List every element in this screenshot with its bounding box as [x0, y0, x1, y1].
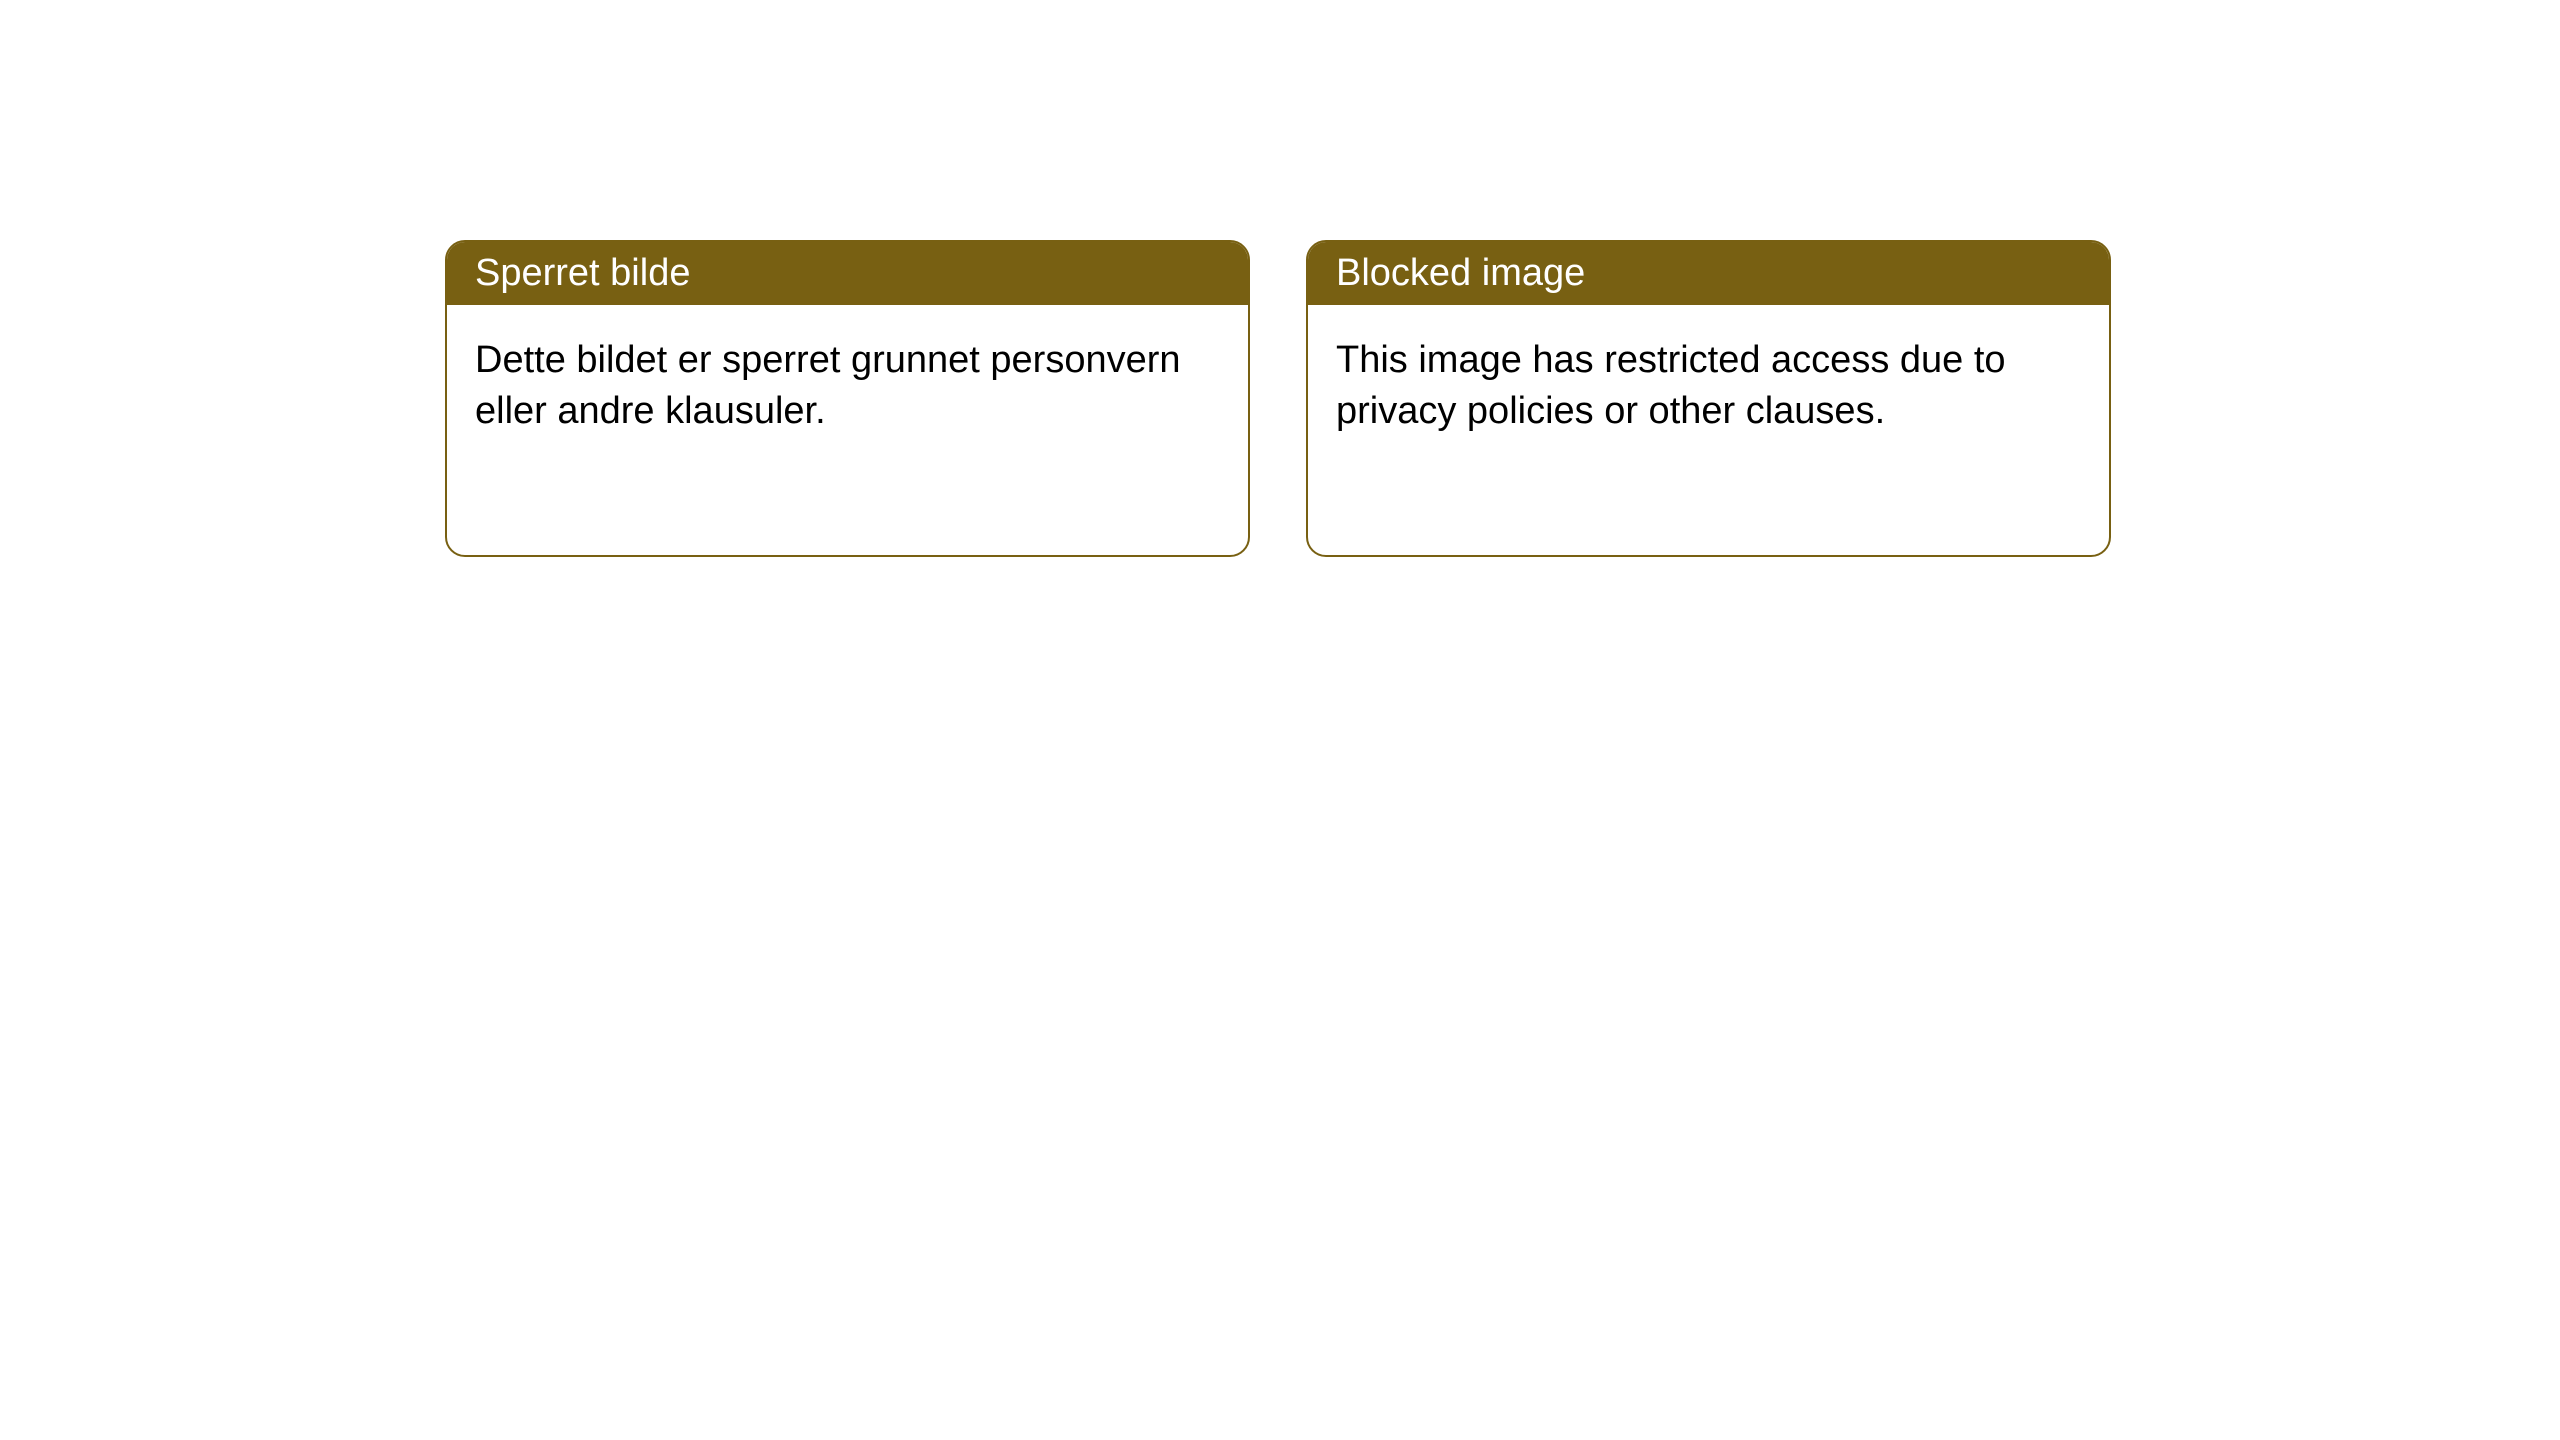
- notice-body-norwegian: Dette bildet er sperret grunnet personve…: [447, 305, 1248, 555]
- notice-card-english: Blocked image This image has restricted …: [1306, 240, 2111, 557]
- notice-title-norwegian: Sperret bilde: [447, 242, 1248, 305]
- notice-card-norwegian: Sperret bilde Dette bildet er sperret gr…: [445, 240, 1250, 557]
- notice-body-english: This image has restricted access due to …: [1308, 305, 2109, 555]
- notice-container: Sperret bilde Dette bildet er sperret gr…: [0, 0, 2560, 557]
- notice-title-english: Blocked image: [1308, 242, 2109, 305]
